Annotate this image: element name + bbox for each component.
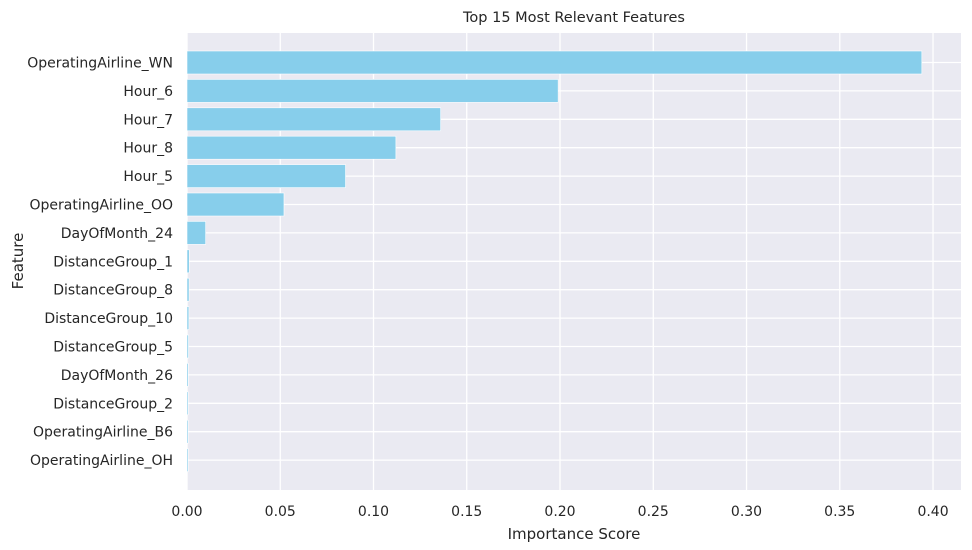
bar <box>186 107 441 132</box>
y-tick-label: Hour_8 <box>123 141 173 157</box>
y-tick-label: Hour_7 <box>123 112 173 128</box>
x-tick-labels: 0.00 0.05 0.10 0.15 0.20 0.25 0.30 0.35 0.40 <box>171 504 948 520</box>
y-tick-label: DistanceGroup_5 <box>53 340 173 356</box>
x-axis-title: Importance Score <box>508 525 641 543</box>
x-tick-label: 0.10 <box>358 504 389 520</box>
y-tick-label: OperatingAirline_OO <box>29 198 173 214</box>
y-tick-label: DayOfMonth_24 <box>61 226 173 242</box>
x-tick-label: 0.35 <box>824 504 855 520</box>
bar <box>186 334 189 359</box>
bar <box>186 79 559 103</box>
bar <box>186 363 189 387</box>
x-tick-label: 0.15 <box>451 504 482 520</box>
bar <box>186 50 923 75</box>
bar <box>186 221 206 245</box>
y-tick-label: DistanceGroup_1 <box>53 254 173 270</box>
x-tick-label: 0.40 <box>917 504 948 520</box>
x-tick-label: 0.20 <box>544 504 575 520</box>
bar <box>186 135 397 160</box>
y-tick-label: Hour_5 <box>123 169 173 185</box>
x-tick-label: 0.00 <box>171 504 202 520</box>
chart-title: Top 15 Most Relevant Features <box>462 10 685 26</box>
y-tick-label: OperatingAirline_B6 <box>33 425 173 441</box>
x-tick-label: 0.30 <box>731 504 762 520</box>
bar <box>186 448 189 472</box>
bar <box>186 164 346 188</box>
bar <box>186 306 190 330</box>
y-tick-labels: OperatingAirline_WN Hour_6 Hour_7 Hour_8 Hou… <box>27 56 173 470</box>
bar <box>186 249 190 274</box>
y-axis-title: Feature <box>9 233 27 290</box>
x-tick-label: 0.25 <box>638 504 669 520</box>
x-tick-label: 0.05 <box>265 504 296 520</box>
bars <box>186 50 923 472</box>
y-tick-label: OperatingAirline_OH <box>30 453 173 469</box>
bar <box>186 192 285 217</box>
y-tick-label: DistanceGroup_8 <box>53 283 173 299</box>
y-tick-label: DistanceGroup_10 <box>44 311 173 327</box>
bar <box>186 277 190 302</box>
y-tick-label: Hour_6 <box>123 84 173 100</box>
y-tick-label: DistanceGroup_2 <box>53 396 173 412</box>
y-tick-label: OperatingAirline_WN <box>27 56 173 72</box>
y-tick-label: DayOfMonth_26 <box>61 368 173 384</box>
bar <box>186 419 189 444</box>
bar <box>186 391 189 416</box>
